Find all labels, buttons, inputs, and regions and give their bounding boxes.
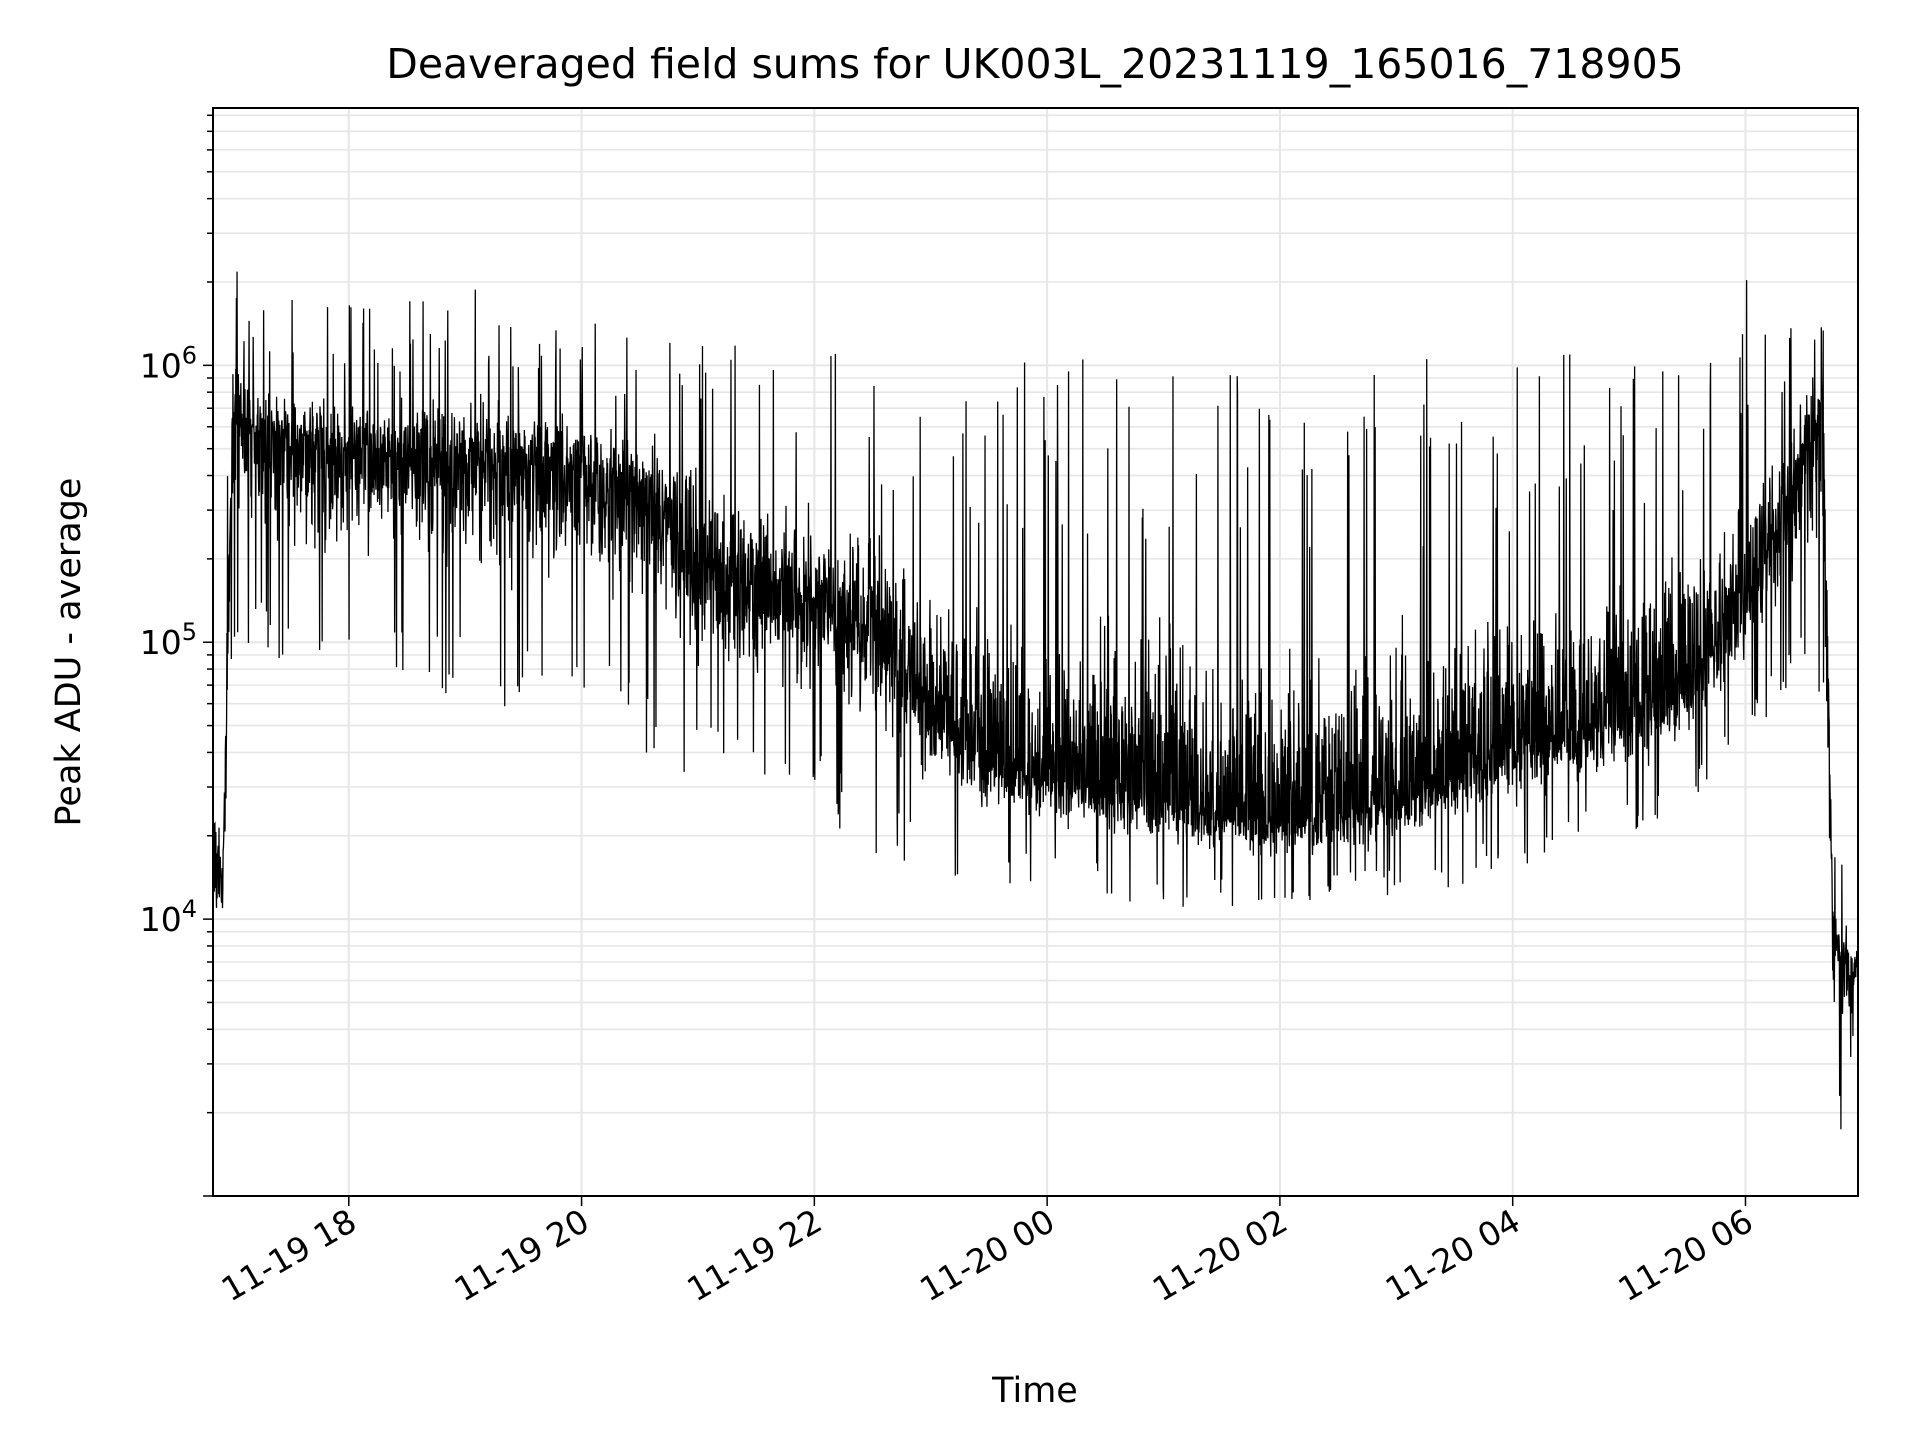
y-tick-label: 106 [140,341,197,385]
y-axis-label: Peak ADU - average [49,478,89,827]
x-axis-label: Time [991,1371,1078,1411]
x-tick-label: 11-20 02 [1146,1201,1294,1309]
x-tick-label: 11-20 06 [1611,1201,1759,1309]
plot-frame [212,107,1859,1197]
series-line [213,271,1858,1130]
y-tick-label: 104 [140,895,197,939]
x-tick-label: 11-19 20 [448,1201,596,1309]
x-tick-label: 11-20 04 [1379,1201,1527,1309]
chart-title: Deaveraged field sums for UK003L_2023111… [386,40,1684,88]
x-tick-label: 11-20 00 [913,1201,1061,1309]
x-tick-label: 11-19 18 [215,1201,363,1309]
y-tick-label: 105 [140,618,197,662]
x-tick-label: 11-19 22 [680,1201,828,1309]
